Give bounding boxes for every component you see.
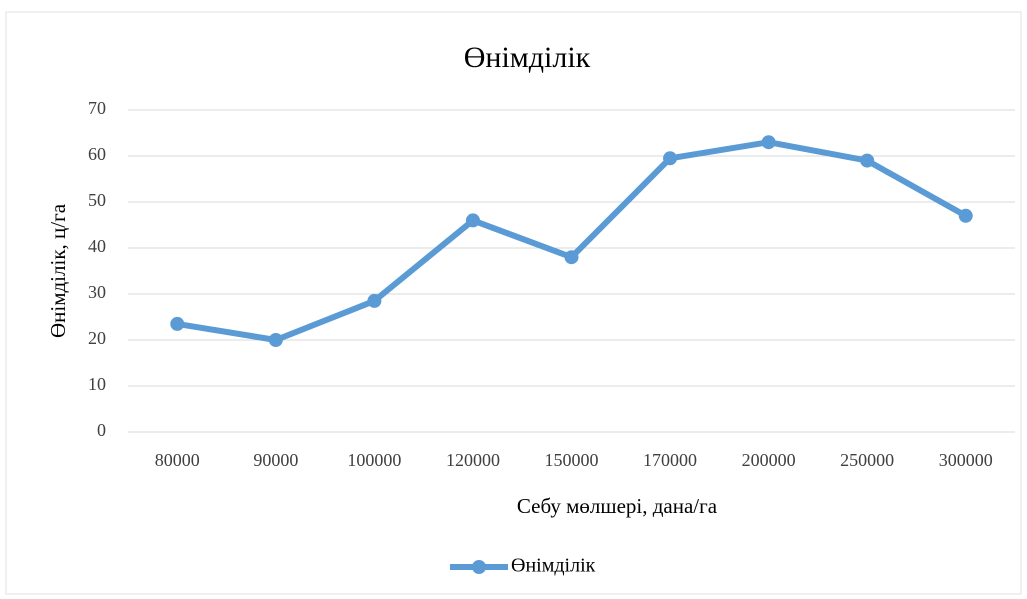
x-tick-label: 150000	[545, 450, 599, 470]
y-tick-label: 10	[88, 374, 106, 394]
y-tick-label: 60	[88, 144, 106, 164]
marker	[268, 333, 283, 347]
marker	[860, 153, 875, 168]
y-tick-label: 50	[88, 190, 106, 210]
x-tick-label: 200000	[742, 450, 796, 470]
marker	[663, 151, 678, 166]
marker	[367, 293, 382, 308]
y-tick-label: 20	[88, 328, 106, 348]
x-tick-label: 90000	[253, 450, 298, 470]
y-tick-label: 0	[97, 420, 106, 440]
x-axis-label: Себу мөлшері, дана/га	[517, 494, 718, 518]
y-axis-label: Өнімділік, ц/га	[46, 203, 70, 338]
marker	[564, 250, 579, 265]
y-tick-label: 70	[88, 98, 106, 118]
legend-marker	[472, 560, 486, 574]
chart-border	[5, 11, 1022, 595]
marker	[761, 135, 776, 150]
x-tick-label: 120000	[446, 450, 500, 470]
marker	[958, 208, 973, 223]
x-tick-label: 80000	[155, 450, 200, 470]
x-tick-label: 250000	[840, 450, 894, 470]
marker	[170, 316, 185, 331]
y-tick-label: 30	[88, 282, 106, 302]
x-tick-label: 300000	[939, 450, 993, 470]
x-tick-label: 100000	[347, 450, 401, 470]
x-tick-label: 170000	[643, 450, 697, 470]
legend-label: Өнімділік	[511, 555, 596, 577]
marker	[465, 213, 480, 228]
chart-title: Өнімділік	[464, 41, 591, 74]
y-tick-label: 40	[88, 236, 106, 256]
